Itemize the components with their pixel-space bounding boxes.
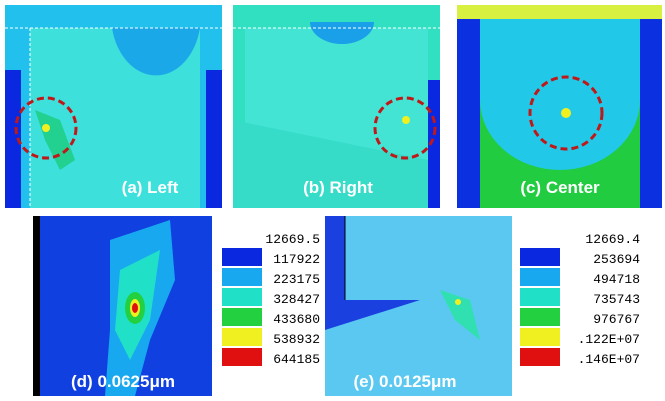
panel-label: (a) Left [122,178,179,197]
panel-a [5,5,222,208]
legend-label: 12669.4 [585,232,640,247]
legend-label: 433680 [273,312,320,327]
legend-label: 223175 [273,272,320,287]
legend-label: 494718 [593,272,640,287]
legend-swatch [520,268,560,286]
legend-swatch [222,268,262,286]
legend-label: 976767 [593,312,640,327]
legend-swatch [222,248,262,266]
figure: 12669.5 117922 223175 328427 433680 538932 644… [0,0,665,401]
legend-swatch [520,328,560,346]
legend-swatch [222,288,262,306]
legend-swatch [222,308,262,326]
legend-label: 538932 [273,332,320,347]
legend-swatch [520,308,560,326]
legend-label: .122E+07 [578,332,640,347]
legend-label: 328427 [273,292,320,307]
panel-label: (d) 0.0625μm [71,372,175,391]
legend-swatch [520,348,560,366]
legend-swatch [520,248,560,266]
panel-label: (b) Right [303,178,373,197]
legend-label: 735743 [593,292,640,307]
legend-swatch [222,328,262,346]
legend-swatch [222,348,262,366]
legend-label: 117922 [273,252,320,267]
panel-d [33,216,212,396]
legend-label: 253694 [593,252,640,267]
legend-swatch [520,288,560,306]
panel-label: (e) 0.0125μm [353,372,456,391]
legend-label: 644185 [273,352,320,367]
legend-label: 12669.5 [265,232,320,247]
panel-e [325,216,512,396]
panel-label: (c) Center [520,178,600,197]
legend-label: .146E+07 [578,352,640,367]
